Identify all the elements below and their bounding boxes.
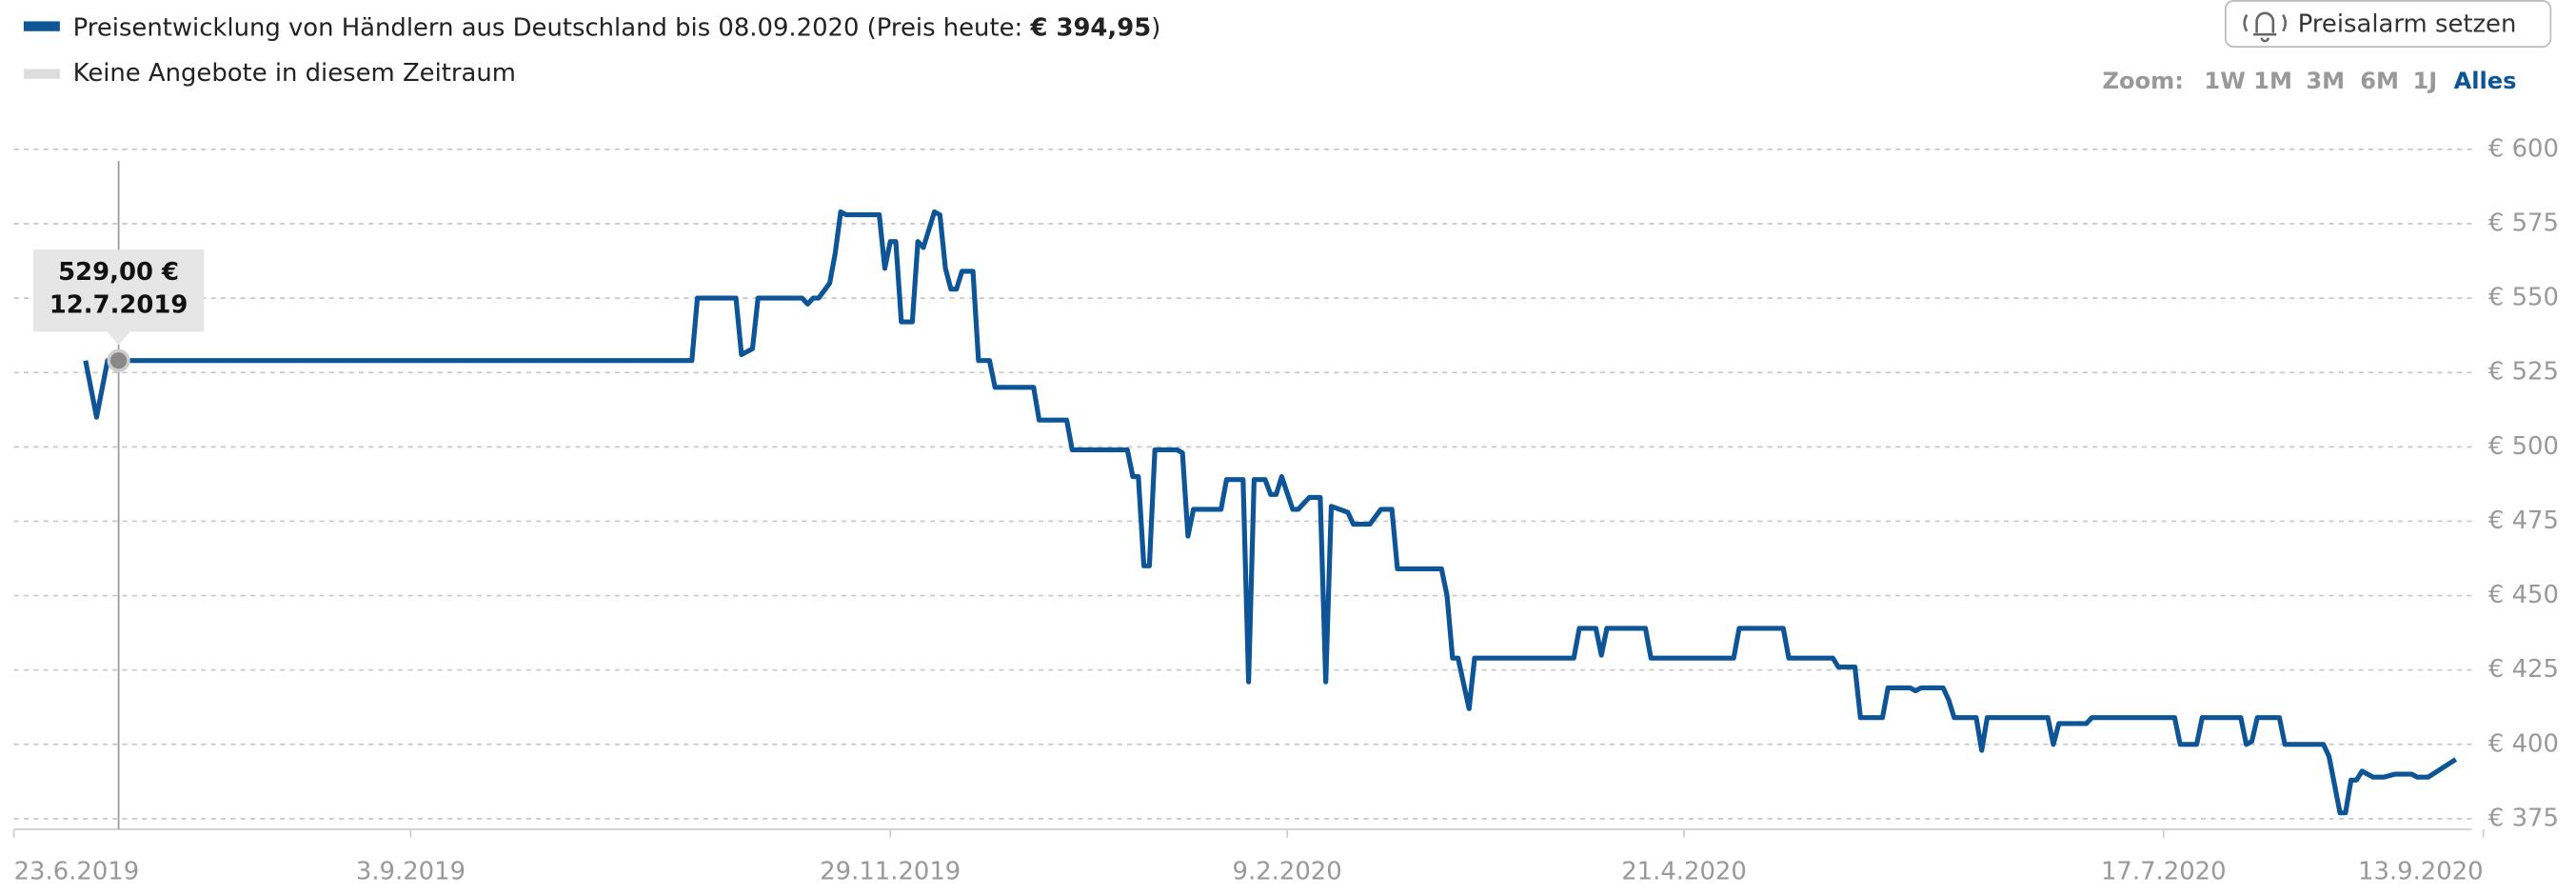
y-tick-label: € 475 bbox=[2488, 507, 2559, 535]
zoom-option[interactable]: Alles bbox=[2454, 68, 2517, 94]
y-tick-label: € 550 bbox=[2488, 284, 2559, 312]
legend-swatch bbox=[23, 69, 60, 79]
y-tick-label: € 450 bbox=[2488, 581, 2559, 609]
x-tick-label: 13.9.2020 bbox=[2358, 857, 2484, 885]
alert-button[interactable]: Preisalarm setzen bbox=[2224, 0, 2552, 49]
zoom-option[interactable]: 3M bbox=[2306, 68, 2345, 94]
zoom-option[interactable]: 1M bbox=[2253, 68, 2292, 94]
price-line bbox=[83, 209, 2458, 816]
bell-icon bbox=[2243, 11, 2288, 43]
y-tick-label: € 575 bbox=[2488, 209, 2559, 237]
tooltip-box bbox=[32, 249, 205, 346]
zoom-option[interactable]: 1J bbox=[2412, 68, 2437, 94]
legend-swatch bbox=[23, 21, 60, 31]
tooltip-text: 12.7.2019 bbox=[50, 290, 188, 319]
button-frame[interactable] bbox=[2224, 0, 2552, 49]
tooltip-text: 529,00 € bbox=[58, 258, 179, 287]
x-tick-label: 23.6.2019 bbox=[14, 857, 140, 885]
y-tick-label: € 600 bbox=[2488, 134, 2559, 163]
button-label[interactable]: Preisalarm setzen bbox=[2298, 10, 2517, 38]
y-tick-label: € 400 bbox=[2488, 729, 2559, 758]
y-tick-label: € 525 bbox=[2488, 358, 2559, 387]
y-tick-label: € 375 bbox=[2488, 804, 2559, 832]
zoom-option[interactable]: 1W bbox=[2204, 68, 2245, 94]
tooltip-point bbox=[107, 348, 130, 372]
legend-entry: Preisentwicklung von Händlern aus Deutsc… bbox=[73, 13, 1161, 42]
legend-entry: Keine Angebote in diesem Zeitraum bbox=[73, 59, 516, 88]
zoom-option[interactable]: 6M bbox=[2360, 68, 2399, 94]
x-tick-label: 29.11.2019 bbox=[820, 857, 961, 885]
x-tick-label: 21.4.2020 bbox=[1621, 857, 1747, 885]
x-tick-label: 3.9.2019 bbox=[356, 857, 466, 885]
y-tick-label: € 425 bbox=[2488, 655, 2559, 684]
zoom-label: Zoom: bbox=[2102, 68, 2183, 94]
x-tick-label: 9.2.2020 bbox=[1233, 857, 1342, 885]
x-tick-label: 17.7.2020 bbox=[2101, 857, 2227, 885]
y-tick-label: € 500 bbox=[2488, 432, 2559, 461]
